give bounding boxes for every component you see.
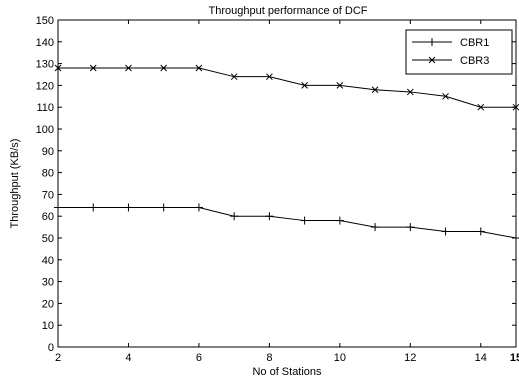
y-tick-label: 110	[36, 102, 54, 114]
data-point	[301, 82, 308, 89]
y-tick-label: 140	[36, 37, 54, 49]
y-tick-label: 60	[42, 211, 54, 223]
data-point	[124, 203, 133, 212]
data-point	[476, 227, 485, 236]
y-tick-label: 80	[42, 168, 54, 180]
y-tick-label: 10	[42, 320, 54, 332]
y-tick-label: 70	[42, 189, 54, 201]
y-tick-label: 20	[42, 298, 54, 310]
data-point	[194, 203, 203, 212]
data-point	[406, 223, 415, 232]
y-axis-title: Throughput (KB/s)	[9, 139, 21, 229]
data-point	[300, 216, 309, 225]
legend-marker	[428, 38, 436, 46]
x-tick-label: 10	[334, 352, 346, 364]
x-tick-label: 8	[266, 352, 272, 364]
data-point	[441, 227, 450, 236]
data-point	[477, 103, 485, 111]
data-point	[230, 73, 238, 81]
data-point	[54, 203, 62, 212]
series-cbr3	[54, 64, 519, 111]
legend-label: CBR3	[460, 55, 489, 67]
data-point	[160, 64, 168, 72]
y-tick-label: 40	[42, 255, 54, 267]
data-point	[195, 64, 203, 72]
data-point	[125, 64, 132, 72]
y-tick-label: 100	[36, 124, 54, 136]
data-point	[512, 234, 519, 242]
x-tick-label: 14	[475, 352, 487, 364]
legend-box	[405, 29, 513, 75]
legend-marker	[428, 56, 436, 64]
y-tick-label: 30	[42, 277, 54, 289]
x-tick-label: 4	[125, 352, 131, 364]
y-tick-label: 120	[36, 80, 54, 92]
data-point	[266, 73, 273, 81]
data-point	[406, 88, 414, 96]
legend-item-cbr1: CBR1	[412, 37, 489, 49]
data-point	[54, 64, 62, 72]
x-axis-title: No of Stations	[252, 366, 322, 378]
data-point	[371, 86, 379, 94]
x-tick-label: 2	[55, 352, 61, 364]
data-point	[159, 203, 168, 212]
chart-title: Throughput performance of DCF	[209, 5, 368, 17]
data-point	[335, 216, 344, 225]
legend-item-cbr3: CBR3	[412, 55, 489, 67]
x-tick-label: 15	[510, 352, 519, 364]
y-tick-label: 150	[36, 15, 54, 27]
y-tick-label: 50	[42, 233, 54, 245]
series-line-cbr1	[58, 206, 517, 239]
data-point	[512, 103, 519, 111]
series-cbr1	[54, 203, 519, 242]
y-tick-label: 130	[36, 59, 54, 71]
data-point	[336, 82, 344, 89]
data-point	[371, 223, 380, 232]
x-tick-label: 12	[404, 352, 416, 364]
y-tick-label: 0	[48, 342, 54, 354]
data-point	[89, 203, 98, 212]
plot-area	[57, 19, 517, 348]
axis-ticks: 0 10 20 30 40 50 60 70 80 90 100 110 120 130 140 150 2 4 6…	[36, 15, 519, 364]
series-line-cbr3	[58, 67, 516, 108]
data-point	[442, 92, 449, 100]
legend: CBR1 CBR3	[405, 29, 513, 75]
series-layer	[54, 64, 519, 242]
legend-label: CBR1	[460, 37, 489, 49]
x-tick-label: 6	[196, 352, 202, 364]
data-point	[230, 212, 239, 221]
data-point	[89, 64, 97, 72]
y-tick-label: 90	[42, 146, 54, 158]
data-point	[265, 212, 274, 221]
